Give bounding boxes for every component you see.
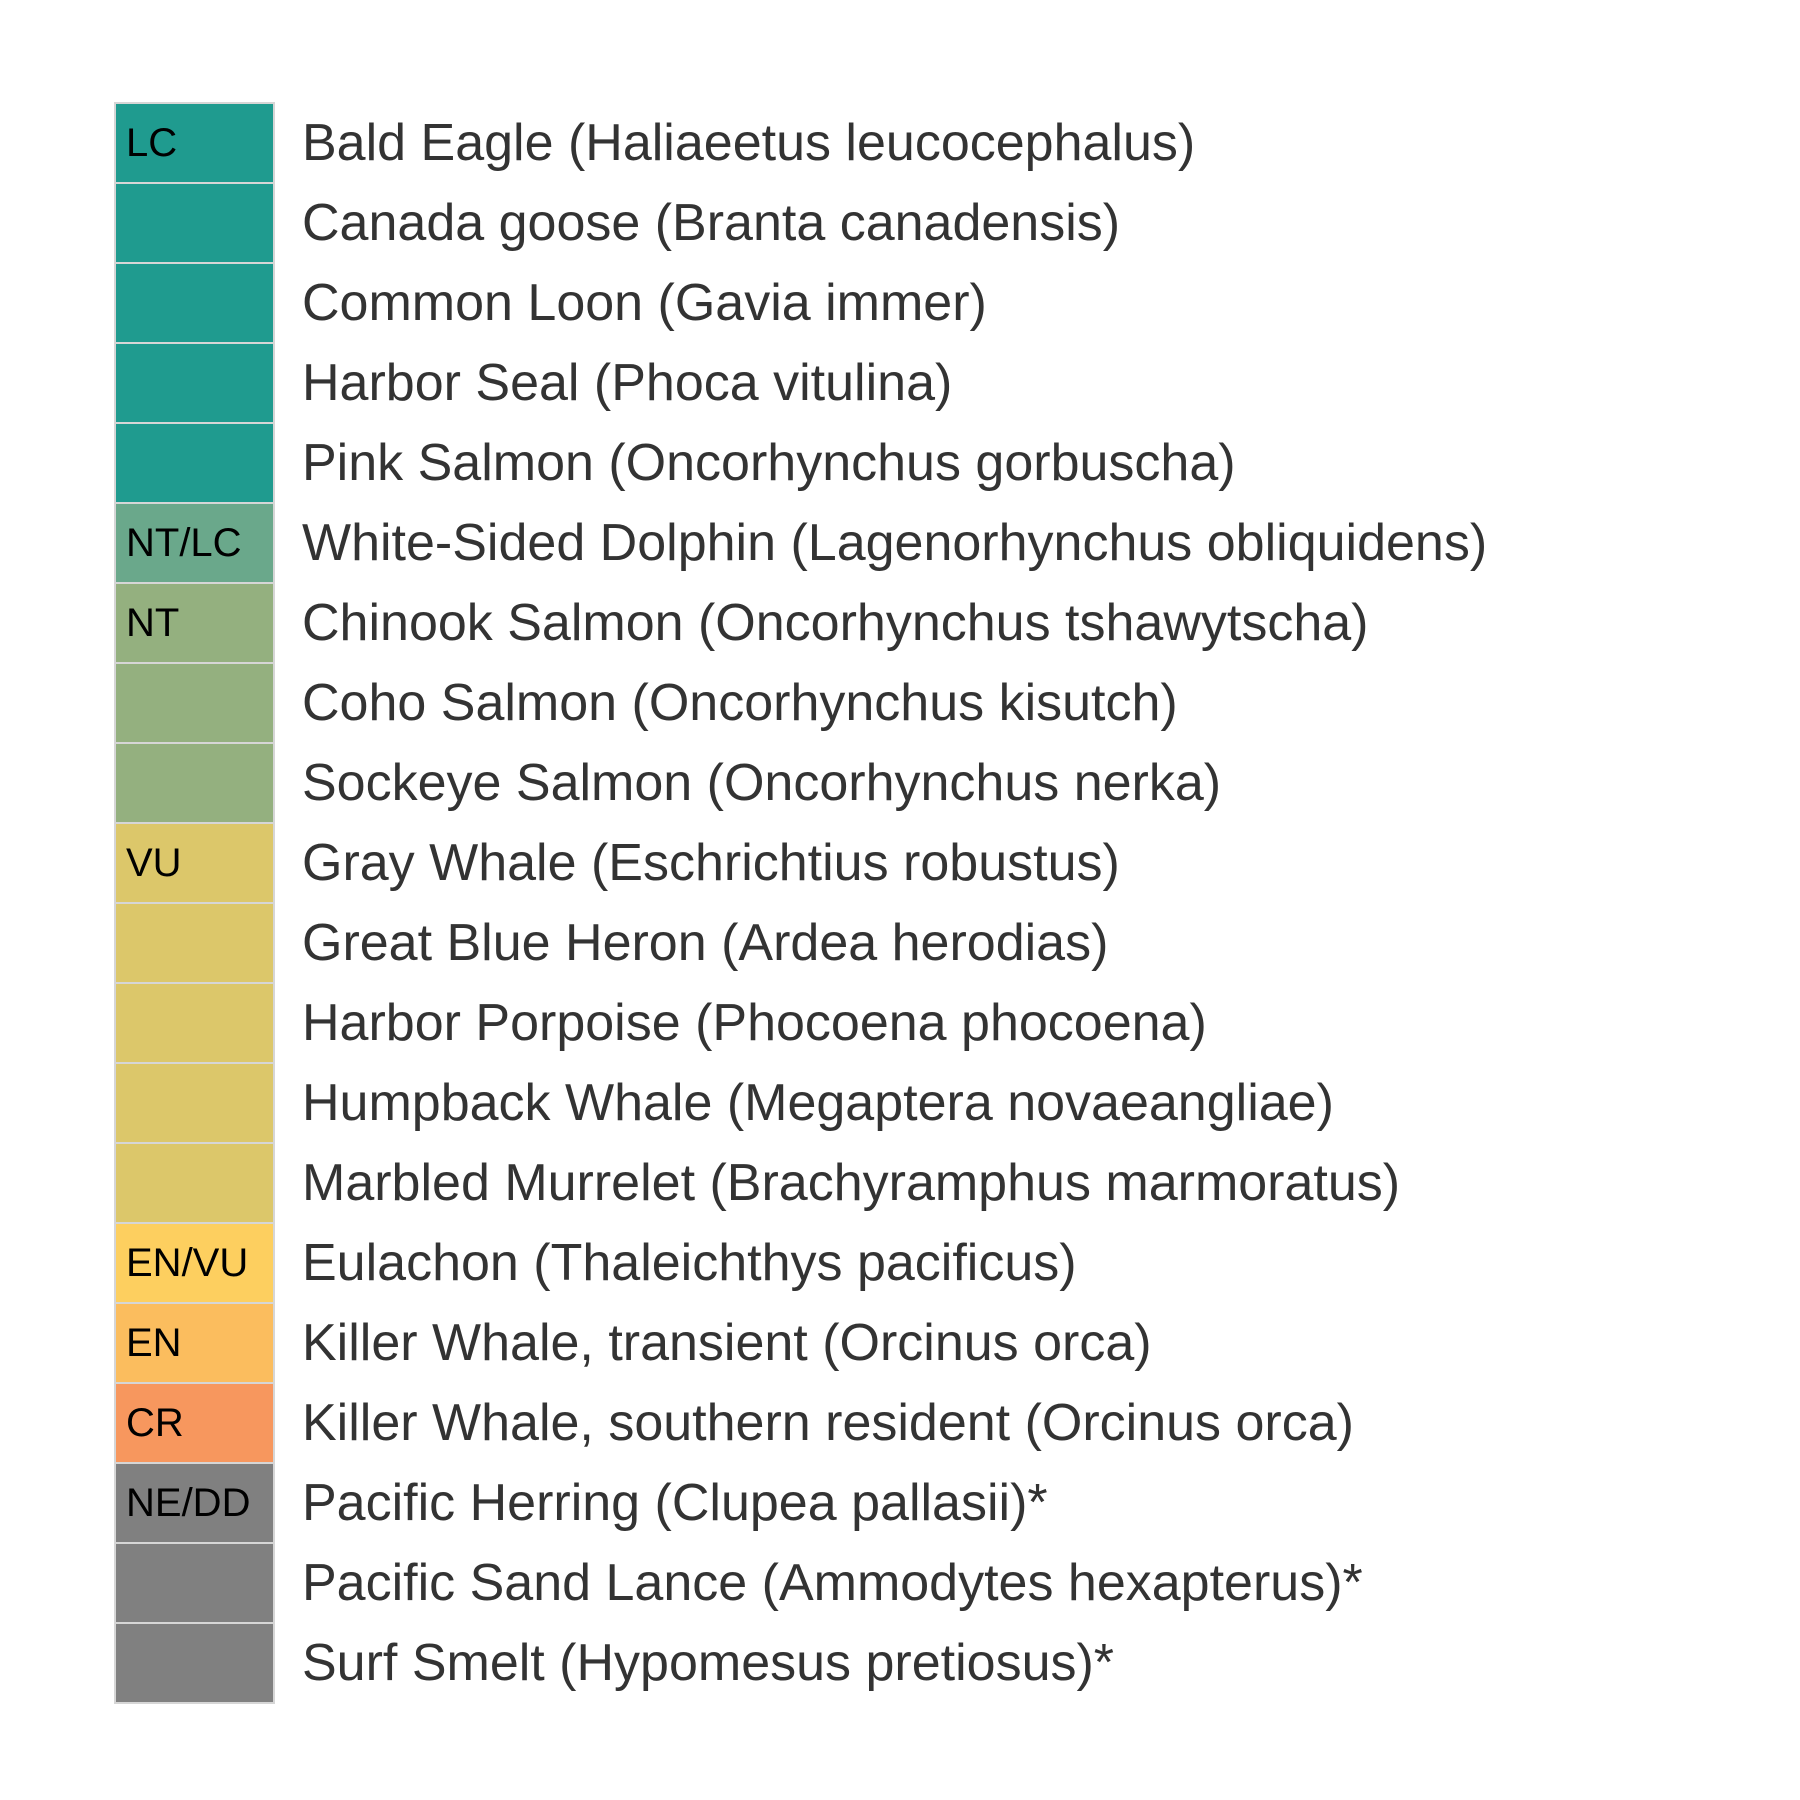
status-labels: LC NT/LC NT VU EN/VU EN CR NE/DD <box>126 121 250 1525</box>
status-cell <box>114 1542 275 1624</box>
species-labels: Bald Eagle (Haliaeetus leucocephalus) Can… <box>302 114 1487 1692</box>
species-label: Killer Whale, southern resident (Orcinus… <box>302 1394 1354 1452</box>
species-label: Chinook Salmon (Oncorhynchus tshawytscha… <box>302 594 1368 652</box>
species-label: Great Blue Heron (Ardea herodias) <box>302 914 1108 972</box>
species-label: Common Loon (Gavia immer) <box>302 274 987 332</box>
status-cell <box>114 582 275 664</box>
status-label: NT <box>126 601 179 645</box>
status-label: NT/LC <box>126 521 242 565</box>
status-label: EN <box>126 1321 182 1365</box>
status-cell <box>114 1462 275 1544</box>
status-cell <box>114 1062 275 1144</box>
species-label: Surf Smelt (Hypomesus pretiosus)* <box>302 1634 1114 1692</box>
species-label: White-Sided Dolphin (Lagenorhynchus obli… <box>302 514 1487 572</box>
status-label: CR <box>126 1401 184 1445</box>
species-label: Harbor Porpoise (Phocoena phocoena) <box>302 994 1207 1052</box>
species-label: Sockeye Salmon (Oncorhynchus nerka) <box>302 754 1221 812</box>
status-cell <box>114 502 275 584</box>
status-cell <box>114 422 275 504</box>
status-cell <box>114 1142 275 1224</box>
status-cell <box>114 822 275 904</box>
status-label: EN/VU <box>126 1241 248 1285</box>
species-label: Bald Eagle (Haliaeetus leucocephalus) <box>302 114 1195 172</box>
status-label: VU <box>126 841 182 885</box>
species-label: Humpback Whale (Megaptera novaeangliae) <box>302 1074 1334 1132</box>
species-label: Pacific Sand Lance (Ammodytes hexapterus… <box>302 1554 1363 1612</box>
status-cell <box>114 102 275 184</box>
species-label: Pink Salmon (Oncorhynchus gorbuscha) <box>302 434 1236 492</box>
status-cell <box>114 902 275 984</box>
species-label: Killer Whale, transient (Orcinus orca) <box>302 1314 1152 1372</box>
status-cell <box>114 1622 275 1704</box>
status-cell <box>114 982 275 1064</box>
status-label: LC <box>126 121 177 165</box>
status-label: NE/DD <box>126 1481 250 1525</box>
status-cell <box>114 342 275 424</box>
status-cell <box>114 182 275 264</box>
species-label: Harbor Seal (Phoca vitulina) <box>302 354 952 412</box>
status-cell <box>114 662 275 744</box>
species-label: Marbled Murrelet (Brachyramphus marmorat… <box>302 1154 1400 1212</box>
species-label: Canada goose (Branta canadensis) <box>302 194 1120 252</box>
species-label: Pacific Herring (Clupea pallasii)* <box>302 1474 1048 1532</box>
status-cell <box>114 262 275 344</box>
status-cells <box>114 102 275 1704</box>
status-cell <box>114 1302 275 1384</box>
status-cell <box>114 742 275 824</box>
species-label: Coho Salmon (Oncorhynchus kisutch) <box>302 674 1178 732</box>
species-label: Eulachon (Thaleichthys pacificus) <box>302 1234 1077 1292</box>
species-label: Gray Whale (Eschrichtius robustus) <box>302 834 1120 892</box>
